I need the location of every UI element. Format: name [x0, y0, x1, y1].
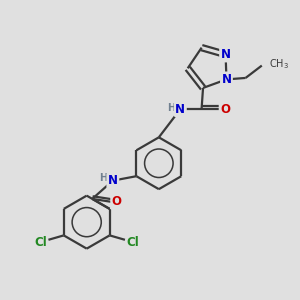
Text: Cl: Cl — [126, 236, 139, 249]
Text: N: N — [108, 174, 118, 187]
Text: CH$_3$: CH$_3$ — [269, 57, 289, 71]
Text: Cl: Cl — [34, 236, 47, 249]
Text: N: N — [221, 73, 232, 86]
Text: O: O — [220, 103, 230, 116]
Text: H: H — [99, 173, 107, 183]
Text: O: O — [112, 195, 122, 208]
Text: N: N — [220, 48, 231, 61]
Text: H: H — [167, 103, 175, 113]
Text: N: N — [176, 103, 185, 116]
